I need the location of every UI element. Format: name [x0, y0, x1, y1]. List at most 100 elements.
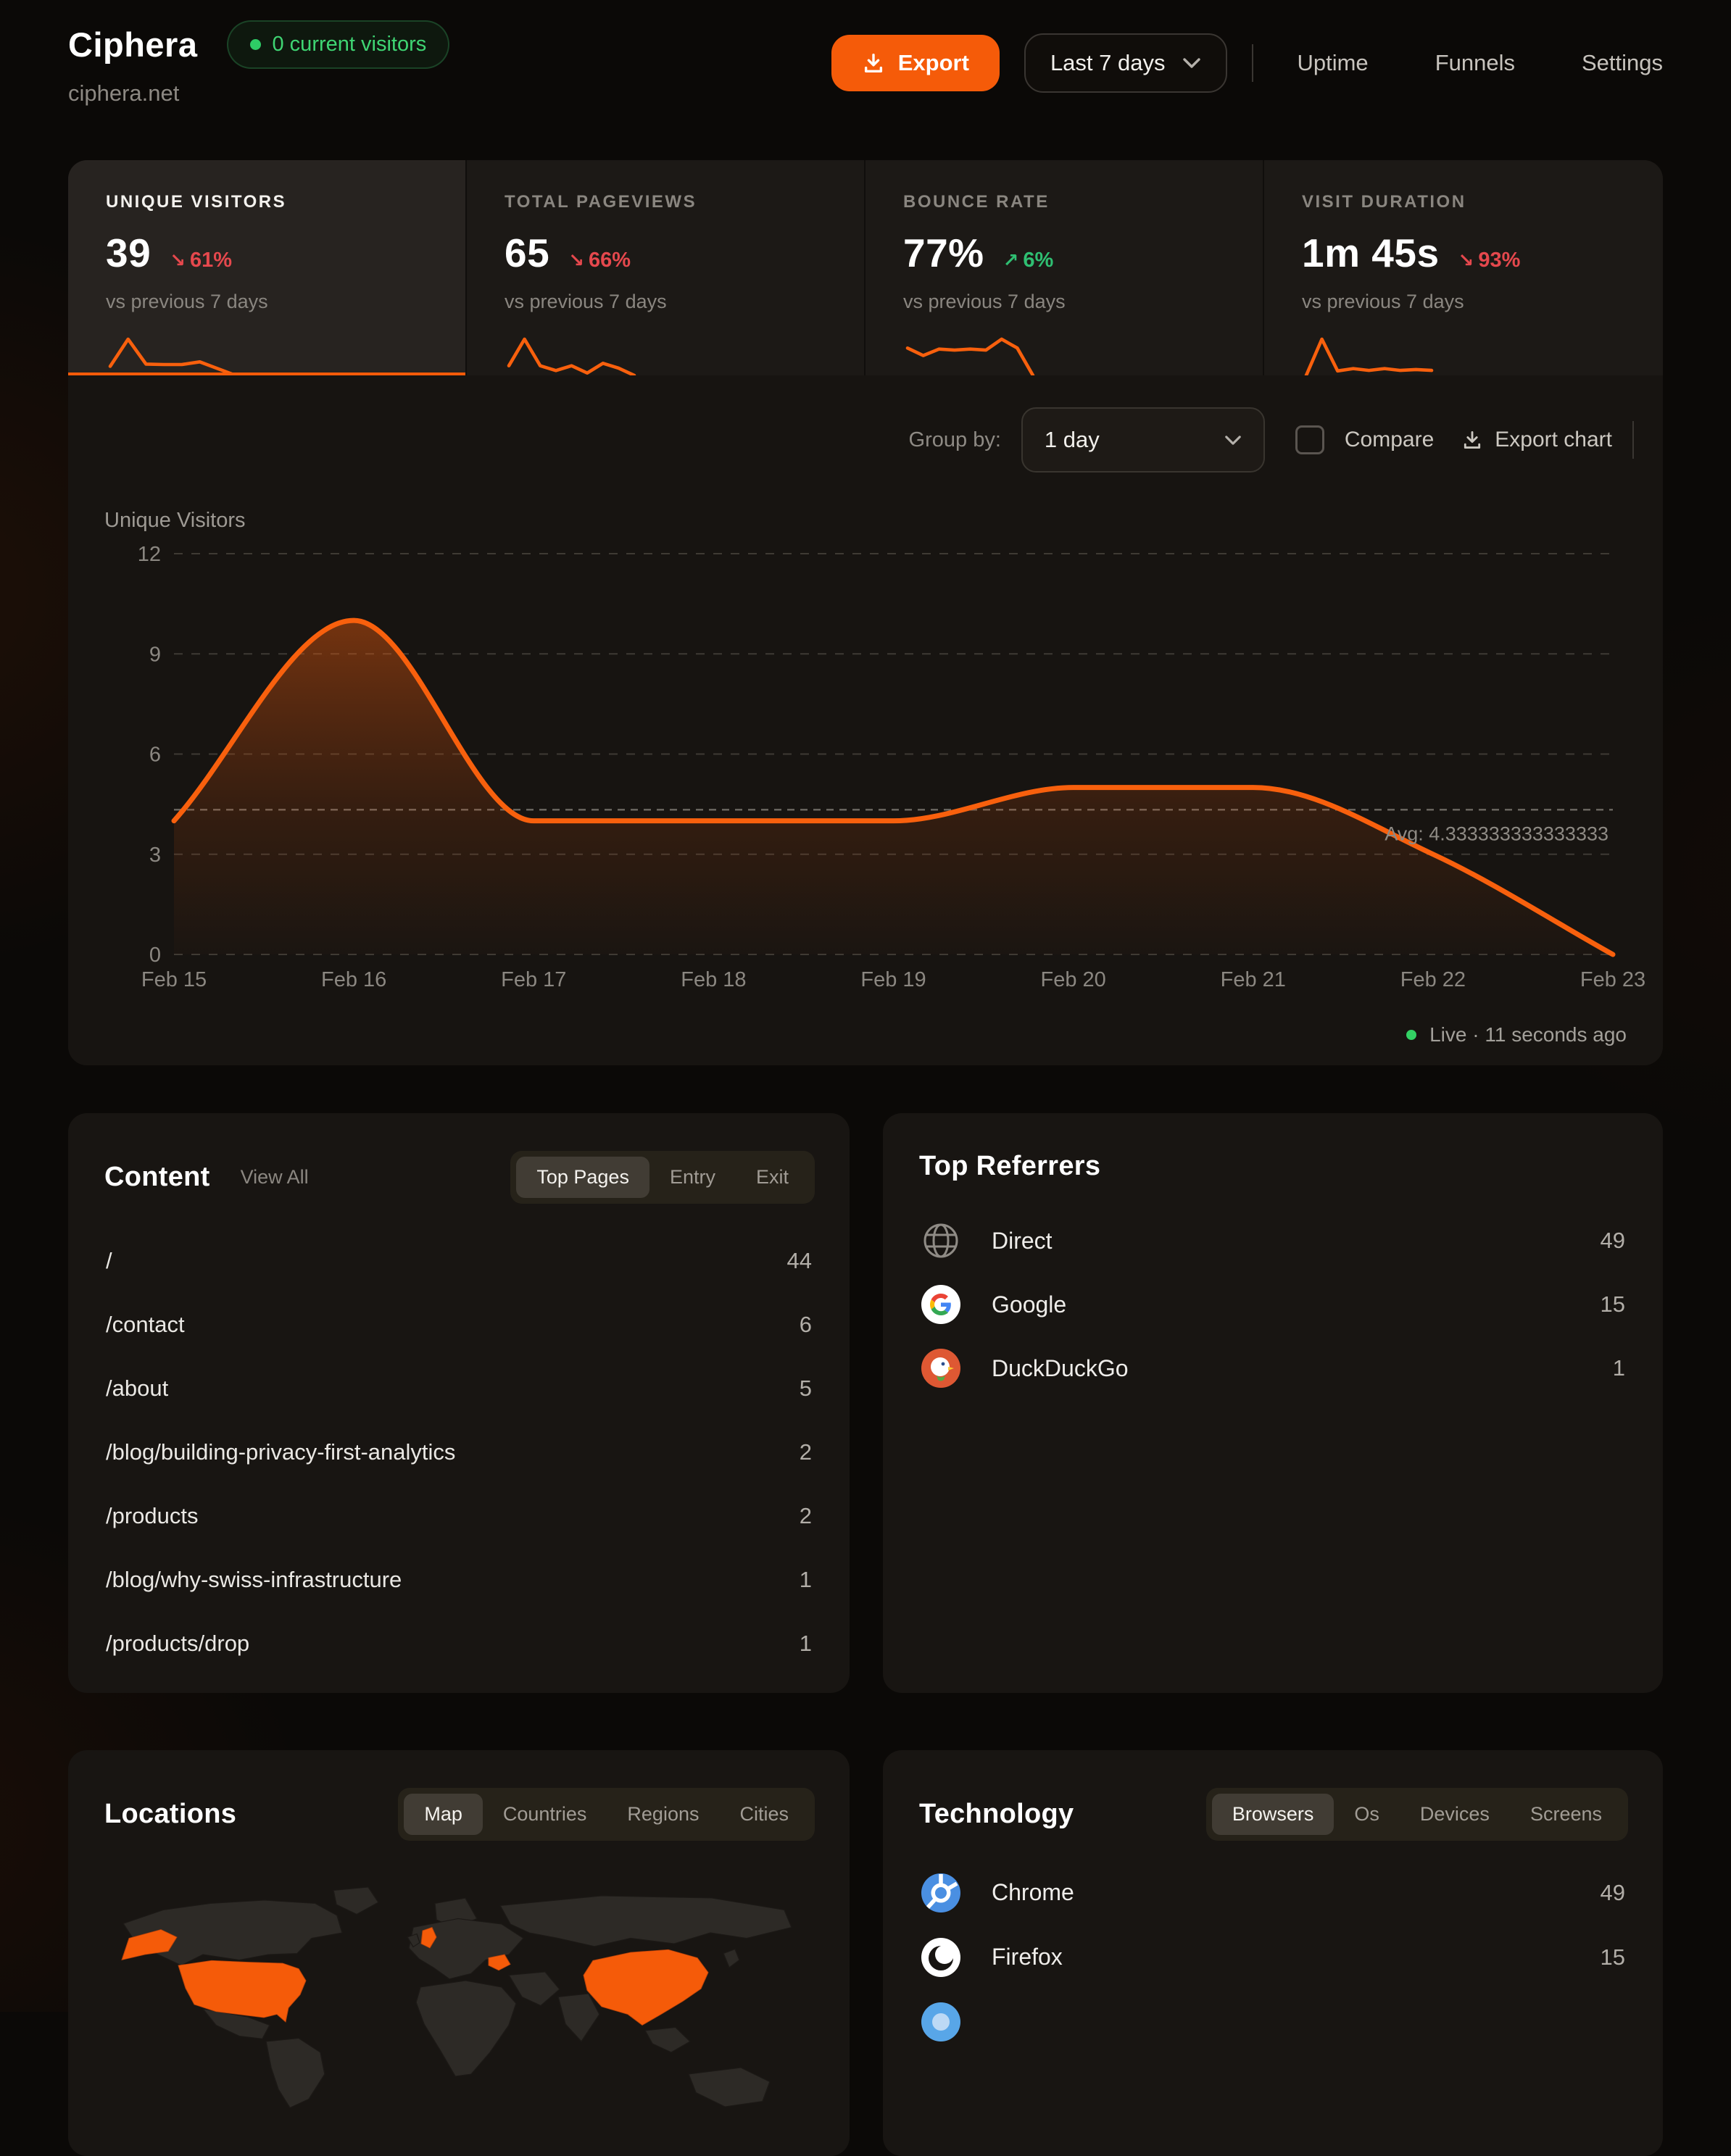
- content-row[interactable]: /blog/why-swiss-infrastructure 1: [106, 1567, 812, 1592]
- referrer-row-direct[interactable]: Direct 49: [883, 1209, 1663, 1273]
- tab-cities[interactable]: Cities: [739, 1803, 789, 1825]
- site-title: Ciphera: [68, 25, 198, 64]
- referrers-title: Top Referrers: [919, 1151, 1101, 1181]
- content-row[interactable]: /contact 6: [106, 1312, 812, 1337]
- browser-row-partial[interactable]: [883, 1989, 1663, 2054]
- locations-title: Locations: [104, 1799, 237, 1829]
- map-country-china: [583, 1949, 709, 2026]
- technology-tabs: Browsers Os Devices Screens: [1205, 1788, 1628, 1841]
- stat-visit-duration[interactable]: VISIT DURATION 1m 45s ↘ 93% vs previous 7…: [1264, 160, 1663, 380]
- live-dot-icon: [249, 39, 261, 50]
- map-country-romania: [488, 1954, 511, 1971]
- browser-row-chrome[interactable]: Chrome 49: [883, 1860, 1663, 1925]
- export-chart-button[interactable]: Export chart: [1461, 428, 1612, 452]
- tab-regions[interactable]: Regions: [627, 1803, 700, 1825]
- y-axis-tick: 0: [149, 944, 161, 967]
- nav-item-settings[interactable]: Settings: [1581, 50, 1663, 75]
- trend-up-icon: ↗: [1003, 249, 1019, 271]
- technology-card: Technology Browsers Os Devices Screens: [883, 1750, 1663, 2156]
- world-map[interactable]: [94, 1872, 819, 2156]
- header-divider: [1252, 44, 1254, 82]
- stat-compare-label: vs previous 7 days: [1302, 291, 1464, 312]
- content-row[interactable]: /about 5: [106, 1375, 812, 1401]
- group-by-label: Group by:: [908, 428, 1001, 451]
- y-axis-tick: 6: [149, 744, 161, 767]
- chart-area-fill: [174, 620, 1613, 954]
- referrer-row-duckduckgo[interactable]: DuckDuckGo 1: [883, 1336, 1663, 1400]
- stat-value: 65: [505, 230, 550, 275]
- stat-label: TOTAL PAGEVIEWS: [505, 192, 697, 212]
- tab-os[interactable]: Os: [1354, 1803, 1379, 1825]
- nav-item-uptime[interactable]: Uptime: [1297, 50, 1369, 75]
- site-domain: ciphera.net: [68, 80, 180, 106]
- top-referrers-card: Top Referrers Direct 49: [883, 1113, 1663, 1693]
- tab-browsers[interactable]: Browsers: [1211, 1794, 1334, 1835]
- referrer-rows: Direct 49 Google 15: [883, 1209, 1663, 1400]
- locations-card: Locations Map Countries Regions Cities: [68, 1750, 850, 2156]
- stat-value: 39: [106, 230, 151, 275]
- sparkline-chart: [1304, 337, 1434, 378]
- main-nav: Uptime Funnels Settings: [1297, 50, 1663, 76]
- export-button[interactable]: Export: [831, 35, 1000, 91]
- visitors-line-chart[interactable]: 0 3 6 9 12 Avg: 4.333333333333333: [68, 375, 1663, 1065]
- browser-row-firefox[interactable]: Firefox 15: [883, 1925, 1663, 1989]
- stat-total-pageviews[interactable]: TOTAL PAGEVIEWS 65 ↘ 66% vs previous 7 da…: [467, 160, 866, 380]
- stat-compare-label: vs previous 7 days: [106, 291, 268, 312]
- stat-unique-visitors[interactable]: UNIQUE VISITORS 39 ↘ 61% vs previous 7 da…: [68, 160, 467, 380]
- y-axis-title: Unique Visitors: [104, 509, 246, 532]
- trend-down-icon: ↘: [1458, 249, 1474, 271]
- metrics-card: UNIQUE VISITORS 39 ↘ 61% vs previous 7 da…: [68, 160, 1663, 1065]
- content-row[interactable]: /products/drop 1: [106, 1631, 812, 1656]
- stat-label: BOUNCE RATE: [903, 192, 1050, 212]
- stat-label: UNIQUE VISITORS: [106, 192, 287, 212]
- trend-down-icon: ↘: [568, 249, 584, 271]
- download-icon: [1464, 431, 1481, 449]
- group-by-value: 1 day: [1044, 427, 1100, 452]
- tab-devices[interactable]: Devices: [1419, 1803, 1490, 1825]
- google-icon: [921, 1285, 960, 1324]
- stat-value: 1m 45s: [1302, 230, 1440, 275]
- tab-countries[interactable]: Countries: [502, 1803, 587, 1825]
- tab-entry[interactable]: Entry: [669, 1166, 715, 1188]
- group-by-select[interactable]: 1 day: [1021, 407, 1265, 473]
- compare-label[interactable]: Compare: [1344, 428, 1435, 451]
- map-country-usa: [178, 1960, 307, 2023]
- y-axis-tick: 12: [138, 543, 161, 566]
- stat-label: VISIT DURATION: [1302, 192, 1466, 212]
- tab-exit[interactable]: Exit: [755, 1166, 789, 1188]
- referrer-row-google[interactable]: Google 15: [883, 1273, 1663, 1336]
- chevron-down-icon: [1183, 58, 1201, 68]
- content-title: Content: [104, 1162, 210, 1192]
- view-all-link[interactable]: View All: [240, 1166, 309, 1188]
- chrome-icon: [921, 1873, 960, 1912]
- stat-bounce-rate[interactable]: BOUNCE RATE 77% ↗ 6% vs previous 7 days: [866, 160, 1264, 380]
- stat-trend: ↗ 6%: [1003, 249, 1054, 272]
- tab-screens[interactable]: Screens: [1529, 1803, 1602, 1825]
- blue-circle-browser-icon: [921, 2002, 960, 2041]
- compare-checkbox[interactable]: [1295, 425, 1324, 454]
- live-status-label: Live · 11 seconds ago: [1429, 1023, 1627, 1046]
- current-visitors-badge[interactable]: 0 current visitors: [226, 20, 450, 69]
- content-row[interactable]: /products 2: [106, 1503, 812, 1528]
- firefox-icon: [921, 1937, 960, 1977]
- content-tabs: Top Pages Entry Exit: [510, 1151, 815, 1204]
- content-row[interactable]: /blog/building-privacy-first-analytics 2: [106, 1439, 812, 1465]
- live-dot-icon: [1406, 1030, 1417, 1040]
- stat-trend: ↘ 93%: [1458, 249, 1521, 272]
- main-chart-panel: Group by: 1 day Compare Export chart: [68, 375, 1663, 1065]
- export-chart-label: Export chart: [1495, 428, 1612, 451]
- locations-tabs: Map Countries Regions Cities: [398, 1788, 815, 1841]
- current-visitors-label: 0 current visitors: [272, 33, 427, 56]
- top-bar: Ciphera 0 current visitors ciphera.net E…: [68, 20, 1663, 122]
- content-row[interactable]: /44: [106, 1248, 812, 1273]
- nav-item-funnels[interactable]: Funnels: [1435, 50, 1515, 75]
- stat-value: 77%: [903, 230, 984, 275]
- y-axis-tick: 3: [149, 844, 161, 867]
- date-range-value: Last 7 days: [1050, 50, 1166, 75]
- map-country-uk: [420, 1926, 437, 1949]
- tab-map[interactable]: Map: [404, 1794, 483, 1835]
- date-range-select[interactable]: Last 7 days: [1024, 33, 1228, 93]
- sparkline-chart: [507, 337, 636, 378]
- tab-top-pages[interactable]: Top Pages: [516, 1157, 649, 1198]
- sparkline-chart: [108, 337, 238, 378]
